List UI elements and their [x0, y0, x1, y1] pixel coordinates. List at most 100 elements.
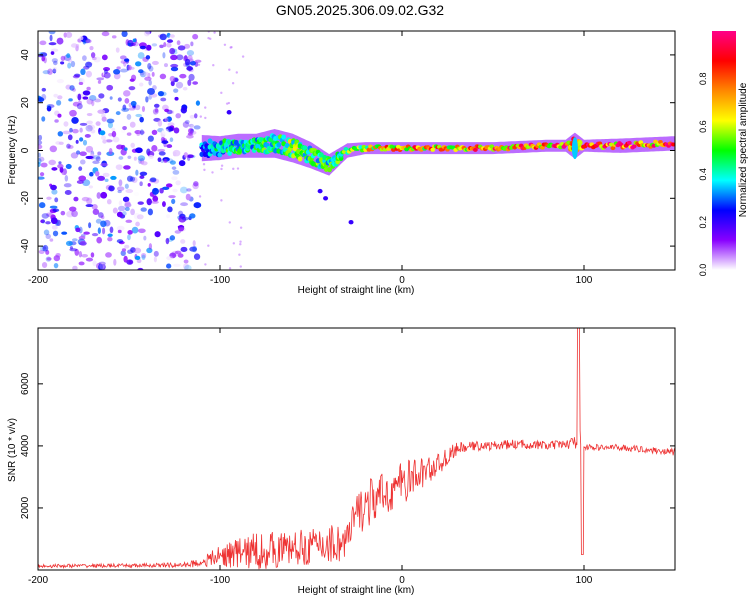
spectrogram-noise-blob: [162, 52, 166, 59]
spectrogram-noise-blob: [39, 40, 47, 46]
spectrogram-noise-blob: [223, 43, 227, 46]
spectrogram-noise-blob: [184, 58, 191, 66]
spectrogram-noise-blob: [124, 183, 129, 189]
spectrogram-noise-blob: [124, 58, 130, 62]
spectrogram-noise-blob: [236, 167, 240, 170]
spectrogram-noise-blob: [128, 107, 136, 111]
spectrogram-noise-blob: [190, 41, 194, 47]
spectrogram-noise-blob: [169, 235, 176, 241]
spectrogram-noise-blob: [161, 140, 169, 144]
spectrogram-noise-blob: [81, 253, 88, 258]
spectrogram-noise-blob: [204, 263, 207, 266]
spectrogram-noise-blob: [100, 215, 105, 220]
spectrogram-noise-blob: [149, 177, 157, 183]
spectrogram-noise-blob: [163, 63, 168, 68]
spectrogram-noise-blob: [178, 216, 187, 223]
spectrogram-noise-blob: [182, 86, 188, 91]
spectrogram-noise-blob: [60, 55, 66, 61]
spectrogram-noise-blob: [179, 73, 187, 79]
spectrogram-noise-blob: [54, 119, 59, 123]
spectrogram-noise-blob: [194, 113, 198, 119]
spectrogram-noise-blob: [123, 90, 131, 97]
spectrogram-noise-blob: [188, 128, 194, 134]
spectrogram-noise-blob: [116, 186, 125, 192]
spectrogram-noise-blob: [115, 164, 123, 170]
spectrogram-noise-blob: [100, 220, 107, 228]
spectrogram-noise-blob: [79, 241, 87, 246]
spectrogram-noise-blob: [71, 116, 79, 124]
spectrogram-noise-blob: [50, 48, 59, 53]
spectrogram-noise-blob: [154, 107, 159, 113]
spectrogram-noise-blob: [220, 167, 223, 171]
spectrogram-noise-blob: [79, 127, 83, 133]
spectrogram-noise-blob: [148, 79, 152, 86]
spectrogram-noise-blob: [193, 202, 202, 209]
spectrogram-noise-blob: [172, 169, 180, 175]
spectrogram-noise-blob: [153, 103, 160, 108]
spectrogram-noise-blob: [137, 52, 145, 59]
spectrogram-noise-blob: [40, 162, 48, 168]
spectrogram-noise-blob: [76, 103, 83, 110]
spectrogram-noise-blob: [126, 175, 133, 182]
spectrogram-noise-blob: [113, 258, 117, 266]
spectrogram-noise-blob: [89, 171, 94, 177]
spectrogram-noise-blob: [82, 55, 87, 61]
spectrogram-noise-blob: [148, 243, 153, 250]
spectrogram-noise-blob: [40, 219, 46, 224]
spectrogram-noise-blob: [125, 219, 133, 223]
spectrogram-noise-blob: [72, 128, 79, 134]
spectrogram-y-tick-label: -20: [20, 191, 31, 206]
spectrogram-noise-blob: [100, 135, 107, 141]
colorbar-tick-label: 0.6: [698, 120, 708, 133]
spectrogram-noise-blob: [92, 160, 100, 164]
spectrogram-noise-blob: [172, 149, 181, 157]
spectrogram-noise-blob: [41, 261, 48, 269]
spectrogram-noise-blob: [152, 108, 159, 115]
spectrogram-noise-blob: [88, 185, 94, 189]
spectrogram-noise-blob: [63, 121, 69, 127]
spectrogram-noise-blob: [69, 85, 75, 91]
spectrogram-noise-blob: [38, 176, 45, 180]
spectrogram-noise-blob: [187, 79, 192, 86]
spectrogram-noise-blob: [42, 70, 51, 75]
spectrogram-noise-blob: [207, 244, 210, 247]
spectrogram-noise-blob: [125, 188, 134, 194]
spectrogram-noise-blob: [38, 156, 45, 162]
spectrogram-noise-blob: [41, 87, 47, 92]
spectrogram-noise-blob: [211, 171, 214, 174]
spectrogram-noise-blob: [135, 169, 139, 176]
spectrogram-noise-blob: [174, 250, 182, 255]
spectrogram-noise-blob: [135, 255, 141, 260]
spectrogram-noise-blob: [131, 226, 139, 234]
spectrogram-noise-blob: [66, 143, 71, 149]
snr-plot-area: [38, 328, 675, 570]
spectrogram-noise-blob: [115, 47, 120, 53]
spectrogram-noise-blob: [91, 233, 99, 237]
spectrogram-noise-blob: [41, 218, 46, 224]
spectrogram-noise-blob: [121, 107, 130, 112]
chart-title: GN05.2025.306.09.02.G32: [276, 2, 444, 18]
spectrogram-noise-blob: [136, 214, 144, 220]
spectrogram-noise-blob: [126, 132, 132, 136]
spectrogram-noise-blob: [193, 125, 201, 130]
spectrogram-noise-blob: [158, 151, 166, 156]
spectrogram-noise-blob: [151, 71, 155, 77]
spectrogram-noise-blob: [190, 124, 196, 129]
spectrogram-trace-blob: [610, 146, 616, 151]
spectrogram-noise-blob: [62, 130, 71, 135]
colorbar-ticks: 0.0 0.2 0.4 0.6 0.8: [698, 73, 708, 277]
spectrogram-noise-blob: [145, 96, 149, 103]
spectrogram-noise-blob: [130, 247, 136, 253]
spectrogram-noise-blob: [49, 34, 53, 42]
spectrogram-noise-blob: [220, 91, 223, 95]
spectrogram-noise-blob: [79, 151, 87, 157]
spectrogram-noise-blob: [79, 35, 84, 41]
spectrogram-noise-blob: [104, 178, 109, 182]
spectrogram-noise-blob: [179, 186, 188, 194]
spectrogram-noise-blob: [111, 130, 117, 138]
spectrogram-noise-blob: [86, 86, 91, 91]
spectrogram-noise-blob: [51, 189, 58, 195]
spectrogram-noise-blob: [164, 108, 170, 113]
spectrogram-noise-blob: [78, 81, 84, 85]
spectrogram-noise-blob: [56, 99, 62, 106]
